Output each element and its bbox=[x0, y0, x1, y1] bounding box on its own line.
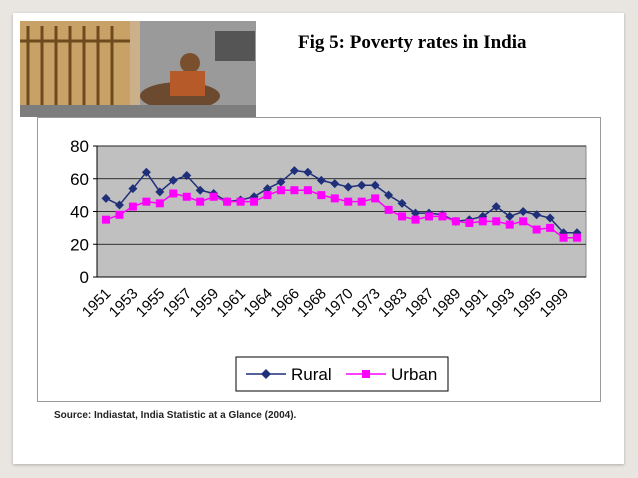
data-point-rural bbox=[384, 190, 394, 200]
data-point-rural bbox=[303, 167, 313, 177]
x-tick-label: 1951 bbox=[79, 285, 115, 321]
data-point-urban bbox=[424, 212, 433, 221]
x-tick-label: 1983 bbox=[375, 285, 411, 321]
legend-label-rural: Rural bbox=[291, 365, 332, 384]
y-tick-label: 0 bbox=[80, 268, 89, 287]
data-point-urban bbox=[465, 218, 474, 227]
data-point-urban bbox=[128, 202, 137, 211]
data-point-urban bbox=[438, 212, 447, 221]
data-point-rural bbox=[343, 182, 353, 192]
x-tick-label: 1968 bbox=[294, 285, 330, 321]
data-point-urban bbox=[559, 233, 568, 242]
data-point-rural bbox=[262, 184, 272, 194]
y-tick-label: 80 bbox=[70, 137, 89, 156]
data-point-rural bbox=[491, 202, 501, 212]
data-point-urban bbox=[398, 212, 407, 221]
legend-marker-urban bbox=[362, 370, 370, 378]
data-point-rural bbox=[330, 179, 340, 189]
x-tick-label: 1989 bbox=[429, 285, 465, 321]
street-scene-photo-icon bbox=[20, 21, 256, 117]
data-point-urban bbox=[303, 186, 312, 195]
data-point-urban bbox=[209, 192, 218, 201]
data-point-urban bbox=[155, 199, 164, 208]
data-point-urban bbox=[102, 215, 110, 224]
y-tick-label: 20 bbox=[70, 235, 89, 254]
data-point-rural bbox=[572, 228, 582, 238]
data-point-urban bbox=[411, 215, 420, 224]
data-point-urban bbox=[573, 233, 581, 242]
data-point-urban bbox=[384, 205, 393, 214]
data-point-urban bbox=[196, 197, 205, 206]
data-point-urban bbox=[451, 217, 460, 226]
x-tick-label: 1991 bbox=[456, 285, 492, 321]
data-point-urban bbox=[169, 189, 178, 198]
data-point-rural bbox=[182, 170, 192, 180]
poverty-chart: 0 20 40 60 80 1951 1953 1955 1957 1959 1961 1964 196… bbox=[37, 117, 601, 402]
data-point-rural bbox=[101, 193, 111, 203]
data-point-rural bbox=[128, 184, 138, 194]
x-tick-label: 1987 bbox=[402, 285, 438, 321]
data-point-urban bbox=[250, 197, 259, 206]
data-point-urban bbox=[532, 225, 541, 234]
x-tick-label: 1961 bbox=[213, 285, 249, 321]
data-point-urban bbox=[478, 217, 487, 226]
legend-label-urban: Urban bbox=[391, 365, 437, 384]
data-point-urban bbox=[546, 223, 555, 232]
legend-marker-rural bbox=[261, 369, 271, 379]
x-tick-label: 1959 bbox=[187, 285, 223, 321]
x-tick-label: 1999 bbox=[536, 285, 572, 321]
data-point-rural bbox=[411, 208, 421, 218]
x-tick-label: 1964 bbox=[240, 285, 276, 321]
data-point-rural bbox=[545, 213, 555, 223]
data-point-urban bbox=[276, 186, 285, 195]
data-point-rural bbox=[276, 177, 286, 187]
source-note: Source: Indiastat, India Statistic at a … bbox=[54, 410, 297, 421]
y-tick-label: 40 bbox=[70, 203, 89, 222]
chart-svg: 0204060801951195319551957195919611964196… bbox=[70, 137, 587, 392]
data-point-urban bbox=[142, 197, 151, 206]
data-point-urban bbox=[182, 192, 191, 201]
y-tick-label: 60 bbox=[70, 170, 89, 189]
data-point-urban bbox=[371, 194, 380, 203]
data-point-rural bbox=[289, 166, 299, 176]
x-tick-label: 1957 bbox=[160, 285, 196, 321]
x-tick-label: 1970 bbox=[321, 285, 357, 321]
data-point-rural bbox=[357, 180, 367, 190]
data-point-urban bbox=[317, 191, 326, 200]
street-scene-photo bbox=[20, 21, 256, 117]
data-point-rural bbox=[397, 198, 407, 208]
data-point-urban bbox=[223, 197, 232, 206]
data-point-rural bbox=[559, 228, 569, 238]
data-point-rural bbox=[141, 167, 151, 177]
data-point-urban bbox=[115, 210, 124, 219]
x-tick-label: 1955 bbox=[133, 285, 169, 321]
data-point-rural bbox=[532, 210, 542, 220]
data-point-rural bbox=[478, 211, 488, 221]
figure-title: Fig 5: Poverty rates in India bbox=[298, 32, 527, 53]
x-tick-label: 1953 bbox=[106, 285, 142, 321]
data-point-urban bbox=[519, 217, 528, 226]
x-tick-label: 1966 bbox=[267, 285, 303, 321]
x-tick-label: 1993 bbox=[483, 285, 519, 321]
data-point-urban bbox=[290, 186, 299, 195]
data-point-rural bbox=[155, 187, 165, 197]
data-point-rural bbox=[370, 180, 380, 190]
x-tick-label: 1973 bbox=[348, 285, 384, 321]
data-point-urban bbox=[330, 194, 339, 203]
data-point-urban bbox=[505, 220, 514, 229]
data-point-rural bbox=[316, 175, 326, 185]
data-point-urban bbox=[236, 197, 245, 206]
data-point-urban bbox=[357, 197, 366, 206]
x-tick-label: 1995 bbox=[510, 285, 546, 321]
data-point-urban bbox=[263, 191, 272, 200]
data-point-urban bbox=[492, 217, 501, 226]
data-point-rural bbox=[168, 175, 178, 185]
data-point-rural bbox=[518, 207, 528, 216]
data-point-rural bbox=[195, 185, 205, 195]
data-point-rural bbox=[114, 200, 124, 210]
data-point-urban bbox=[344, 197, 353, 206]
data-point-rural bbox=[505, 211, 515, 221]
